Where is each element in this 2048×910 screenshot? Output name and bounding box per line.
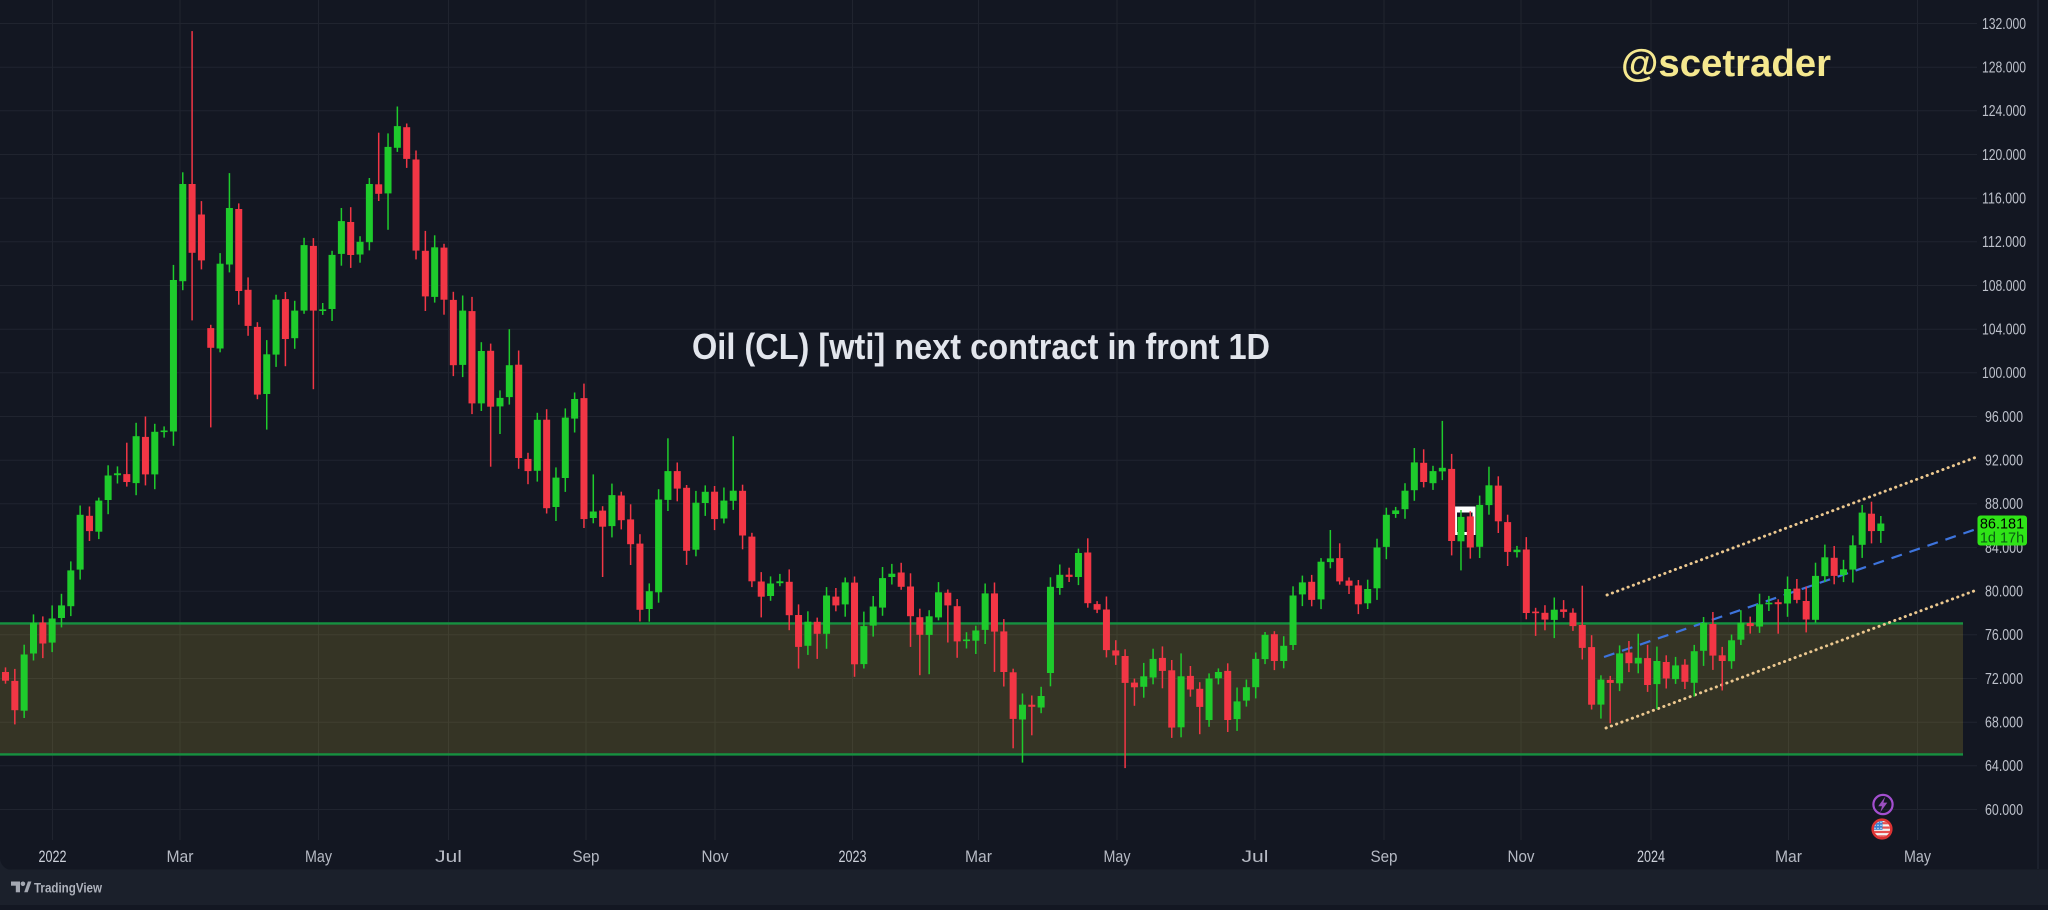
svg-text:Sep: Sep [573,847,600,866]
svg-text:86.181: 86.181 [1980,517,2024,533]
svg-text:128.000: 128.000 [1982,60,2026,77]
svg-text:100.000: 100.000 [1982,365,2026,382]
svg-text:2022: 2022 [39,847,67,866]
svg-text:68.000: 68.000 [1985,715,2023,732]
svg-text:Mar: Mar [965,847,992,866]
svg-text:76.000: 76.000 [1985,627,2023,644]
svg-text:60.000: 60.000 [1985,802,2023,819]
svg-text:Mar: Mar [1775,847,1802,866]
svg-text:Sep: Sep [1371,847,1398,866]
svg-text:112.000: 112.000 [1982,234,2026,251]
svg-text:May: May [305,847,332,866]
svg-text:Jul: Jul [435,847,462,866]
svg-text:64.000: 64.000 [1985,758,2023,775]
svg-text:2023: 2023 [839,847,867,866]
svg-text:2024: 2024 [1637,847,1665,866]
svg-text:Nov: Nov [1508,847,1535,866]
svg-text:120.000: 120.000 [1982,147,2026,164]
svg-text:TradingView: TradingView [34,880,102,896]
svg-text:96.000: 96.000 [1985,409,2023,426]
svg-text:Mar: Mar [167,847,194,866]
svg-text:1d 17h: 1d 17h [1980,531,2024,547]
svg-text:88.000: 88.000 [1985,496,2023,513]
svg-text:72.000: 72.000 [1985,671,2023,688]
svg-text:Nov: Nov [702,847,729,866]
svg-text:108.000: 108.000 [1982,278,2026,295]
svg-text:Jul: Jul [1242,847,1269,866]
svg-text:104.000: 104.000 [1982,322,2026,339]
svg-text:May: May [1904,847,1931,866]
svg-text:80.000: 80.000 [1985,584,2023,601]
svg-text:Oil (CL) [wti] next contract i: Oil (CL) [wti] next contract in front 1D [692,326,1270,367]
svg-text:116.000: 116.000 [1982,191,2026,208]
svg-text:@scetrader: @scetrader [1621,43,1831,85]
svg-text:124.000: 124.000 [1982,103,2026,120]
svg-text:132.000: 132.000 [1982,16,2026,33]
svg-text:92.000: 92.000 [1985,453,2023,470]
svg-text:May: May [1104,847,1131,866]
